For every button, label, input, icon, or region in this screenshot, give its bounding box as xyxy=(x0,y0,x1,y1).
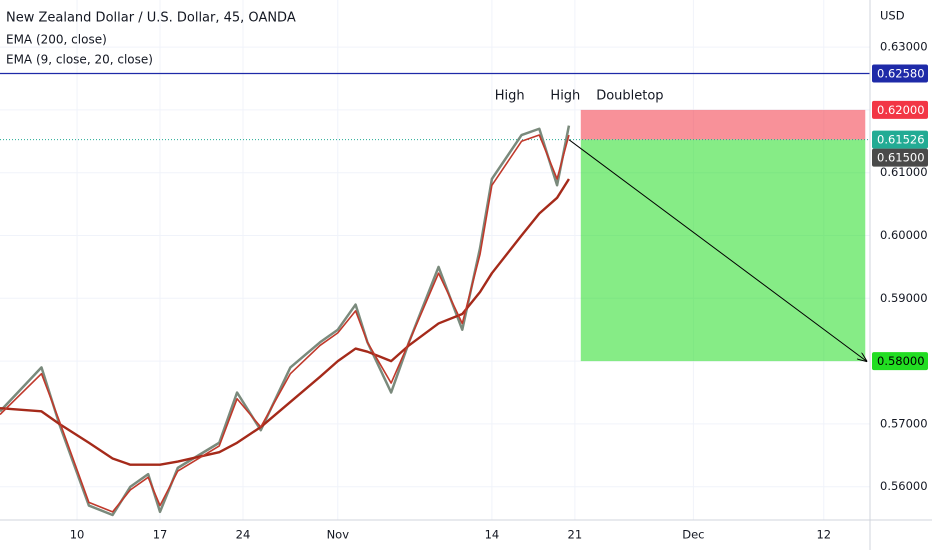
x-tick-label: 10 xyxy=(70,528,85,542)
y-tick-label: 0.63000 xyxy=(880,40,928,54)
y-tick-label: 0.56000 xyxy=(880,479,928,493)
x-tick-label: 21 xyxy=(568,528,583,542)
x-tick-label: 14 xyxy=(485,528,500,542)
annotation: High xyxy=(550,89,580,104)
price-label-box xyxy=(872,64,928,83)
price-label: 0.58000 xyxy=(877,354,925,368)
price-label: 0.61500 xyxy=(877,151,925,165)
price-label-box xyxy=(872,100,928,119)
legend-entry: EMA (200, close) xyxy=(6,33,107,47)
trade-arrow xyxy=(568,139,867,361)
y-tick-label: 0.60000 xyxy=(880,228,928,242)
x-tick-label: 12 xyxy=(816,528,831,542)
y-tick-label: 0.61000 xyxy=(880,165,928,179)
currency: USD xyxy=(880,9,905,23)
price-label: 0.62000 xyxy=(877,103,925,117)
y-tick-label: 0.59000 xyxy=(880,291,928,305)
y-tick-label: 0.57000 xyxy=(880,416,928,430)
annotation: Doubletop xyxy=(596,89,663,104)
price-label-box xyxy=(872,130,928,149)
ema-line xyxy=(0,178,570,466)
legend-entry: EMA (9, close, 20, close) xyxy=(6,53,153,67)
chart-title: New Zealand Dollar / U.S. Dollar, 45, OA… xyxy=(6,11,296,26)
x-tick-label: Dec xyxy=(682,528,704,542)
target-zone xyxy=(580,139,866,362)
price-label-box xyxy=(872,352,928,371)
annotation: High xyxy=(495,89,525,104)
stop-zone xyxy=(580,109,866,140)
x-tick-label: Nov xyxy=(327,528,350,542)
price-label: 0.62580 xyxy=(877,66,925,80)
x-tick-label: 17 xyxy=(153,528,168,542)
x-tick-label: 24 xyxy=(236,528,251,542)
price-label-box xyxy=(872,148,928,167)
price-label: 0.61526 xyxy=(877,133,925,147)
ema-line xyxy=(0,134,570,513)
